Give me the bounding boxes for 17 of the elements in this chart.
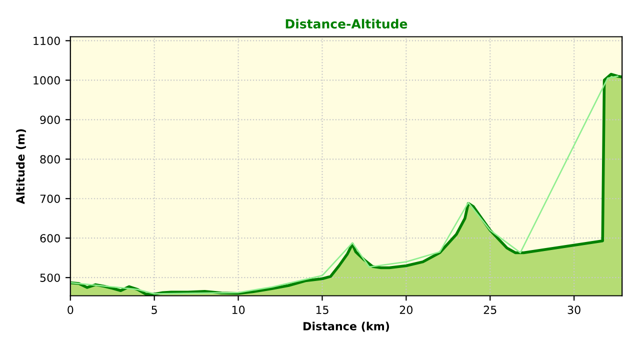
y-tick-label: 900 [40,116,60,124]
x-axis-title: Distance (km) [304,322,390,332]
y-tick-label: 1000 [34,76,60,85]
x-tick-label: 30 [568,306,580,314]
y-tick-label: 1100 [34,36,60,46]
chart-title: Distance-Altitude [286,18,408,29]
y-tick-label: 500 [40,274,60,282]
x-tick-label: 5 [152,306,157,314]
x-tick-label: 0 [68,306,74,314]
y-tick-label: 800 [40,155,60,164]
x-tick-label: 15 [316,306,328,314]
x-tick-label: 25 [484,306,496,314]
y-tick-label: 600 [40,234,60,242]
y-axis-title: Altitude (m) [16,129,26,204]
y-tick-label: 700 [40,194,60,204]
x-tick-label: 10 [232,306,245,314]
x-tick-label: 20 [400,306,413,314]
